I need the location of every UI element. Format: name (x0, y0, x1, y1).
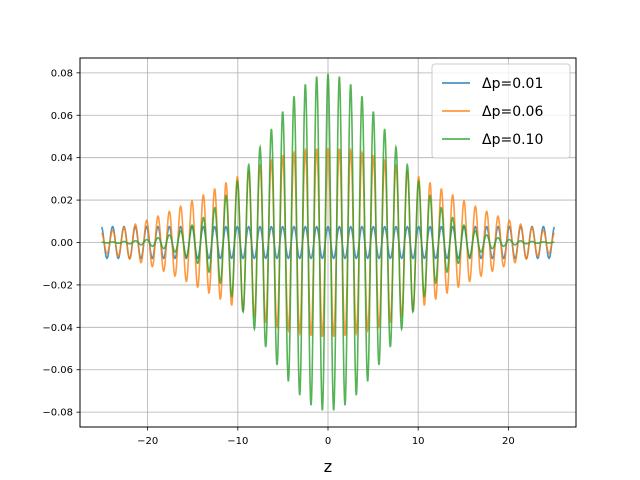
x-axis-title: z (324, 457, 332, 476)
x-tick-label: −10 (227, 436, 248, 447)
legend-label: Δp=0.01 (482, 76, 543, 92)
y-tick-label: −0.02 (42, 280, 73, 291)
y-tick-label: −0.04 (42, 323, 73, 334)
y-tick-label: 0.02 (51, 196, 73, 207)
y-tick-label: −0.08 (42, 408, 73, 419)
legend-label: Δp=0.06 (482, 104, 543, 120)
y-tick-label: 0.08 (51, 68, 73, 79)
x-tick-label: 0 (325, 436, 331, 447)
legend-label: Δp=0.10 (482, 132, 543, 148)
y-tick-label: −0.06 (42, 365, 73, 376)
x-tick-label: 10 (412, 436, 425, 447)
y-tick-label: 0.00 (51, 238, 73, 249)
y-tick-label: 0.06 (51, 111, 73, 122)
x-tick-label: 20 (502, 436, 515, 447)
y-tick-label: 0.04 (51, 153, 73, 164)
x-tick-label: −20 (137, 436, 158, 447)
legend[interactable]: Δp=0.01 Δp=0.06 Δp=0.10 (432, 64, 570, 158)
